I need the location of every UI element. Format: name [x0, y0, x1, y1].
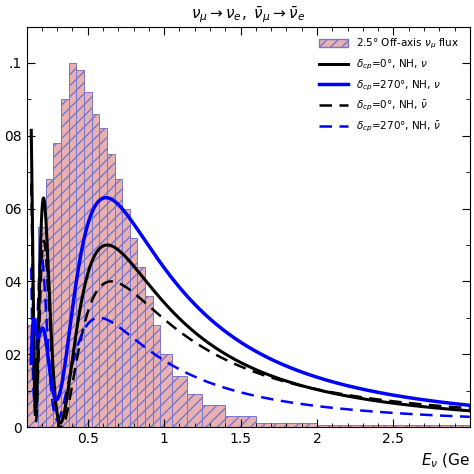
Bar [153, 325, 160, 427]
Bar [38, 227, 46, 427]
Bar [69, 63, 76, 427]
Bar [130, 237, 137, 427]
Title: $\nu_{\mu}\rightarrow\nu_{e},\ \bar{\nu}_{\mu}\rightarrow\bar{\nu}_{e}$: $\nu_{\mu}\rightarrow\nu_{e},\ \bar{\nu}… [191, 4, 305, 25]
Bar [137, 267, 145, 427]
Bar [84, 92, 91, 427]
Bar [91, 114, 99, 427]
Bar [172, 376, 187, 427]
Bar [99, 128, 107, 427]
X-axis label: $E_{\nu}$ (Ge: $E_{\nu}$ (Ge [420, 451, 470, 470]
Bar [225, 416, 256, 427]
Bar [145, 296, 153, 427]
Bar [187, 394, 202, 427]
Bar [61, 100, 69, 427]
Bar [76, 70, 84, 427]
Legend: 2.5° Off-axis $\nu_{\mu}$ flux, $\delta_{cp}$=0°, NH, $\nu$, $\delta_{cp}$=270°,: 2.5° Off-axis $\nu_{\mu}$ flux, $\delta_… [313, 32, 465, 139]
Bar [107, 154, 115, 427]
Bar [256, 423, 317, 427]
Bar [54, 143, 61, 427]
Bar [317, 425, 470, 427]
Bar [160, 354, 172, 427]
Bar [122, 209, 130, 427]
Bar [202, 405, 225, 427]
Bar [46, 180, 54, 427]
Bar [115, 180, 122, 427]
Bar [27, 325, 38, 427]
